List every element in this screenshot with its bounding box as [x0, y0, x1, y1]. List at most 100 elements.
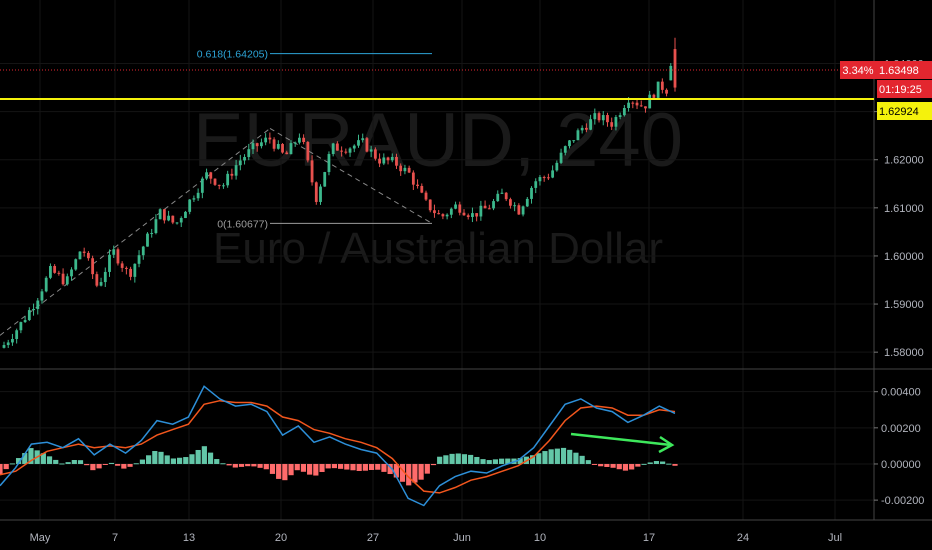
candle-body — [454, 204, 457, 209]
price-tick-label: 1.58000 — [884, 347, 924, 359]
candle-body — [424, 192, 428, 200]
histogram-bar — [90, 463, 96, 471]
candle-body — [652, 94, 656, 98]
change-pct-bg — [840, 61, 877, 79]
histogram-bar — [629, 463, 635, 470]
candle-body — [648, 94, 652, 109]
histogram-bar — [362, 463, 368, 471]
candle-body — [534, 181, 538, 188]
histogram-bar — [424, 463, 430, 474]
histogram-bar — [28, 448, 34, 464]
histogram-bar — [220, 463, 226, 465]
candle-body — [551, 170, 555, 178]
histogram-bar — [9, 463, 15, 465]
histogram-bar — [492, 459, 499, 464]
last-price-bg — [877, 61, 932, 79]
candle-body — [205, 172, 208, 179]
candles — [2, 37, 677, 349]
histogram-bar — [282, 463, 288, 481]
candle-body — [19, 322, 23, 331]
candle-body — [116, 249, 120, 264]
last-price-label: 1.63498 — [879, 65, 919, 77]
candle-body — [230, 173, 234, 176]
fib-retracement[interactable]: 0.618(1.64205) 0(1.60677) — [0, 49, 433, 336]
candle-body — [462, 212, 466, 216]
candle-body — [82, 251, 86, 253]
histogram-bar — [127, 463, 133, 467]
candle-body — [255, 143, 259, 147]
candle-body — [213, 178, 217, 185]
histogram-bar — [560, 447, 567, 464]
histogram-bar — [412, 463, 418, 483]
histogram-bar — [257, 463, 263, 468]
histogram-bar — [189, 454, 195, 464]
candle-body — [407, 167, 411, 173]
histogram-bar — [108, 462, 115, 464]
candle-body — [378, 158, 381, 164]
candle-body — [70, 269, 73, 277]
candle-body — [496, 193, 500, 202]
histogram-bar — [96, 463, 102, 469]
date-tick-label: Jul — [828, 532, 842, 544]
histogram-bar — [672, 463, 678, 466]
macd-tick-label: 0.00200 — [881, 423, 921, 435]
date-tick-label: 27 — [367, 532, 379, 544]
histogram-bar — [15, 458, 22, 464]
arrow-shaft[interactable] — [570, 432, 672, 447]
histogram-bar — [115, 463, 121, 466]
candle-body — [293, 142, 297, 144]
candle-body — [226, 173, 230, 186]
candle-body — [74, 259, 78, 270]
histogram-bar — [288, 463, 294, 476]
histogram-bar — [548, 449, 554, 464]
candle-body — [352, 145, 356, 149]
histogram-bar — [455, 453, 461, 464]
candle-body — [644, 106, 647, 109]
candle-body — [656, 81, 660, 98]
candle-body — [222, 185, 225, 187]
candle-body — [403, 167, 407, 172]
candle-body — [390, 156, 394, 161]
candle-body — [665, 89, 668, 94]
price-tick-label: 1.59000 — [884, 299, 924, 311]
histogram-bar — [610, 463, 616, 468]
candle-body — [175, 222, 179, 224]
candle-body — [627, 102, 630, 109]
candle-body — [319, 186, 322, 202]
histogram-bar — [331, 463, 338, 469]
candle-body — [437, 213, 441, 215]
countdown-label: 01:19:25 — [879, 84, 922, 96]
histogram-bar — [406, 463, 412, 486]
candle-body — [129, 268, 133, 277]
candle-body — [124, 267, 128, 269]
date-tick-label: May — [30, 532, 51, 544]
histogram-bar — [195, 449, 201, 464]
histogram-bar — [542, 451, 548, 464]
histogram-bar — [480, 459, 486, 464]
candle-body — [373, 149, 377, 159]
histogram-bar — [393, 463, 399, 478]
histogram-bar — [622, 463, 629, 471]
date-tick-label: 10 — [534, 532, 546, 544]
candle-body — [660, 81, 664, 90]
histogram-bar — [226, 463, 232, 466]
candle-body — [530, 187, 533, 199]
histogram-bar — [245, 463, 251, 467]
histogram-bar — [133, 463, 139, 465]
candle-body — [87, 252, 90, 259]
candle-body — [137, 255, 141, 264]
level-price-label: 1.62924 — [879, 106, 919, 118]
candle-body — [150, 233, 154, 235]
histogram-bar — [40, 453, 46, 464]
candle-body — [268, 137, 272, 140]
histogram-bar — [505, 458, 511, 464]
candle-body — [272, 139, 276, 149]
candle-body — [559, 152, 563, 163]
histogram-bar — [121, 463, 127, 469]
histogram-bar — [604, 463, 610, 467]
histogram-bar — [418, 463, 424, 480]
candle-body — [521, 206, 525, 215]
histogram-bar — [449, 453, 455, 464]
